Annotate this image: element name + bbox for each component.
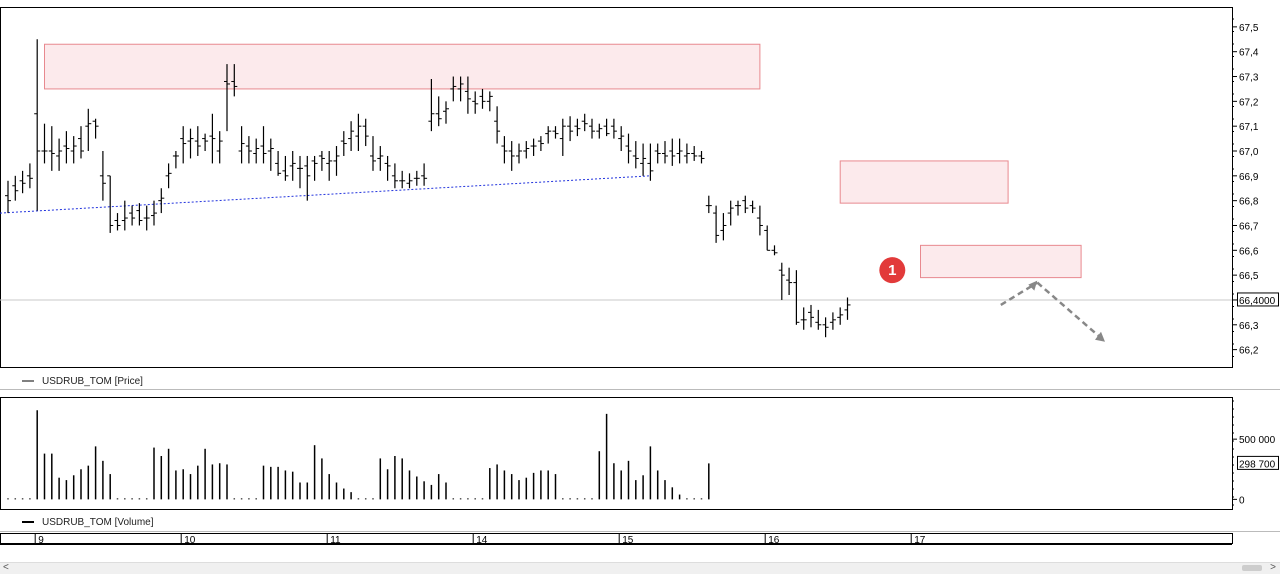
price-tick-label: 66,8 [1239, 197, 1259, 208]
time-axis-frame [0, 533, 1233, 544]
horizontal-scrollbar[interactable]: < > [0, 562, 1280, 574]
trendline [0, 175, 651, 214]
price-tick-label: 67,4 [1239, 48, 1259, 59]
annotation-marker-icon [879, 257, 906, 284]
price-panel-frame [0, 7, 1233, 368]
volume-legend: USDRUB_TOM [Volume] [42, 517, 154, 528]
scroll-right-icon[interactable]: > [1270, 562, 1276, 573]
last-price-label: 66,4000 [1239, 296, 1276, 307]
resistance-zone-2 [839, 160, 1009, 204]
arrow-head-down-icon [1095, 331, 1105, 342]
price-tick-label: 66,3 [1239, 321, 1259, 332]
arrow-head-up-icon [1028, 280, 1038, 291]
date-label: 10 [184, 535, 196, 546]
date-label: 9 [38, 535, 44, 546]
price-tick-label: 66,6 [1239, 246, 1259, 257]
annotation-marker-label: 1 [888, 262, 896, 279]
date-label: 14 [476, 535, 488, 546]
date-label: 15 [622, 535, 634, 546]
price-tick-label: 66,2 [1239, 346, 1259, 357]
price-tick-label: 67,0 [1239, 147, 1259, 158]
last-price-box [1237, 292, 1279, 307]
projection-down-arrow [1036, 281, 1104, 341]
price-tick-label: 67,1 [1239, 122, 1259, 133]
price-tick-label: 67,3 [1239, 73, 1259, 84]
date-label: 11 [330, 535, 341, 546]
scroll-left-icon[interactable]: < [3, 562, 9, 573]
resistance-zone-3 [920, 244, 1082, 279]
last-volume-label: 298 700 [1239, 459, 1276, 470]
price-legend: USDRUB_TOM [Price] [42, 376, 143, 387]
volume-tick-label: 500 000 [1239, 435, 1276, 446]
price-tick-label: 66,9 [1239, 172, 1259, 183]
scroll-thumb[interactable] [1242, 565, 1262, 571]
resistance-zone-1 [44, 43, 761, 90]
volume-tick-label: 0 [1239, 495, 1245, 506]
price-tick-label: 67,5 [1239, 23, 1259, 34]
date-label: 17 [914, 535, 926, 546]
volume-panel-frame [0, 397, 1233, 510]
price-tick-label: 67,2 [1239, 97, 1259, 108]
last-volume-box [1237, 455, 1279, 470]
price-tick-label: 66,7 [1239, 221, 1259, 232]
date-label: 16 [768, 535, 780, 546]
price-tick-label: 66,5 [1239, 271, 1259, 282]
